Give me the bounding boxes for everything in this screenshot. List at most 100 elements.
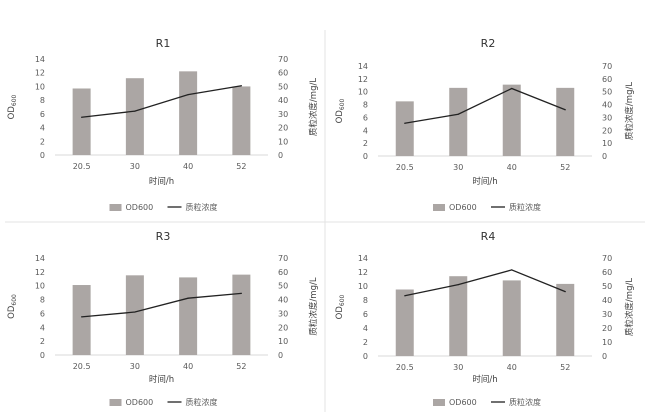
bar-od600-40 (179, 277, 198, 355)
left-axis-tick-label: 6 (363, 113, 368, 122)
bar-od600-20.5 (72, 88, 91, 155)
chart-panel-r3: R3 0 2 4 6 8 10 12 14 0 10 20 30 40 50 60 70 20.5 30 40 52 时间… (7, 230, 319, 407)
right-axis-tick-label: 30 (602, 310, 612, 319)
legend-label-plasmid: 质粒浓度 (509, 397, 541, 407)
line-point-plasmid-20.5 (81, 116, 83, 118)
left-axis-title: OD600 (335, 294, 346, 319)
right-axis-tick-label: 70 (278, 254, 288, 263)
left-axis-tick-label: 12 (35, 69, 45, 78)
bar-od600-52 (232, 86, 251, 155)
left-axis-tick-label: 10 (35, 82, 45, 91)
right-axis-tick-label: 30 (602, 113, 612, 122)
chart-panel-r4: R4 0 2 4 6 8 10 12 14 0 10 20 30 40 50 60 70 20.5 30 40 52 时间… (335, 230, 635, 407)
right-axis-tick-label: 0 (602, 352, 607, 361)
x-axis-tick-label: 30 (130, 362, 140, 371)
line-point-plasmid-40 (511, 87, 513, 90)
line-point-plasmid-20.5 (81, 316, 83, 318)
left-axis-tick-label: 12 (358, 75, 368, 84)
left-axis-title: OD600 (335, 98, 346, 123)
chart-title: R1 (156, 37, 171, 50)
left-axis-tick-label: 12 (358, 268, 368, 277)
x-axis-tick-label: 40 (183, 162, 193, 171)
right-axis-tick-label: 60 (278, 69, 288, 78)
right-axis-tick-label: 10 (602, 139, 612, 148)
right-axis-tick-label: 20 (602, 126, 612, 135)
x-axis-tick-label: 52 (236, 162, 246, 171)
left-axis-tick-label: 0 (363, 352, 368, 361)
right-axis-title: 质粒浓度/mg/L (624, 278, 635, 336)
x-axis-tick-label: 30 (130, 162, 140, 171)
right-axis-tick-label: 40 (602, 101, 612, 110)
right-axis-tick-label: 10 (278, 137, 288, 146)
right-axis-tick-label: 40 (278, 296, 288, 305)
bar-od600-52 (232, 274, 251, 355)
x-axis-title: 时间/h (149, 176, 174, 187)
x-axis-tick-label: 40 (507, 163, 517, 172)
bar-od600-30 (125, 275, 144, 355)
bar-od600-30 (449, 87, 468, 156)
right-axis-tick-label: 10 (602, 338, 612, 347)
left-axis-tick-label: 8 (363, 296, 368, 305)
x-axis-tick-label: 40 (507, 363, 517, 372)
x-axis-tick-label: 30 (453, 163, 463, 172)
left-axis-tick-label: 14 (35, 55, 45, 64)
left-axis-tick-label: 14 (35, 254, 45, 263)
legend-label-plasmid: 质粒浓度 (186, 397, 218, 407)
line-point-plasmid-30 (457, 113, 459, 115)
line-point-plasmid-30 (457, 284, 459, 286)
right-axis-tick-label: 50 (602, 88, 612, 97)
legend-bar-swatch (109, 204, 122, 211)
bar-od600-40 (179, 71, 198, 155)
chart-title: R2 (481, 37, 496, 50)
left-axis-tick-label: 6 (40, 110, 45, 119)
right-axis-tick-label: 50 (278, 82, 288, 91)
left-axis-tick-label: 2 (40, 137, 45, 146)
line-point-plasmid-40 (187, 94, 189, 96)
right-axis-tick-label: 30 (278, 309, 288, 318)
x-axis-tick-label: 52 (560, 163, 570, 172)
left-axis-tick-label: 0 (40, 151, 45, 160)
line-point-plasmid-30 (134, 110, 136, 112)
line-point-plasmid-52 (564, 109, 566, 111)
line-plasmid-concentration (81, 85, 242, 118)
x-axis-tick-label: 40 (183, 362, 193, 371)
left-axis-title-base: OD (7, 106, 17, 120)
left-axis-tick-label: 2 (40, 337, 45, 346)
left-axis-tick-label: 2 (363, 338, 368, 347)
x-axis-tick-label: 20.5 (396, 163, 414, 172)
line-point-plasmid-52 (240, 292, 242, 294)
left-axis-tick-label: 2 (363, 139, 368, 148)
left-axis-title: OD600 (7, 94, 18, 119)
right-axis-tick-label: 0 (602, 152, 607, 161)
left-axis-tick-label: 8 (40, 296, 45, 305)
bar-od600-20.5 (395, 289, 414, 356)
bar-od600-30 (125, 78, 144, 155)
left-axis-tick-label: 10 (358, 88, 368, 97)
chart-title: R3 (156, 230, 171, 243)
x-axis-tick-label: 20.5 (396, 363, 414, 372)
line-point-plasmid-52 (564, 291, 566, 293)
left-axis-tick-label: 4 (363, 324, 368, 333)
left-axis-tick-label: 10 (35, 282, 45, 291)
legend-bar-swatch (109, 399, 122, 406)
line-plasmid-concentration (404, 269, 566, 297)
legend-bar-swatch (433, 204, 445, 211)
right-axis-tick-label: 20 (278, 323, 288, 332)
left-axis-title-subscript: 600 (339, 98, 346, 110)
bar-od600-20.5 (72, 285, 91, 355)
legend-label-od600: OD600 (126, 398, 154, 407)
bar-od600-52 (556, 87, 575, 156)
x-axis-tick-label: 20.5 (73, 162, 91, 171)
left-axis-tick-label: 4 (40, 124, 45, 133)
left-axis-tick-label: 0 (40, 351, 45, 360)
bar-od600-52 (556, 283, 575, 356)
right-axis-title: 质粒浓度/mg/L (624, 82, 635, 140)
bar-od600-40 (502, 84, 521, 156)
right-axis-tick-label: 0 (278, 351, 283, 360)
left-axis-tick-label: 14 (358, 254, 368, 263)
right-axis-tick-label: 60 (278, 268, 288, 277)
right-axis-tick-label: 30 (278, 110, 288, 119)
left-axis-tick-label: 4 (363, 126, 368, 135)
line-plasmid-concentration (404, 87, 566, 124)
